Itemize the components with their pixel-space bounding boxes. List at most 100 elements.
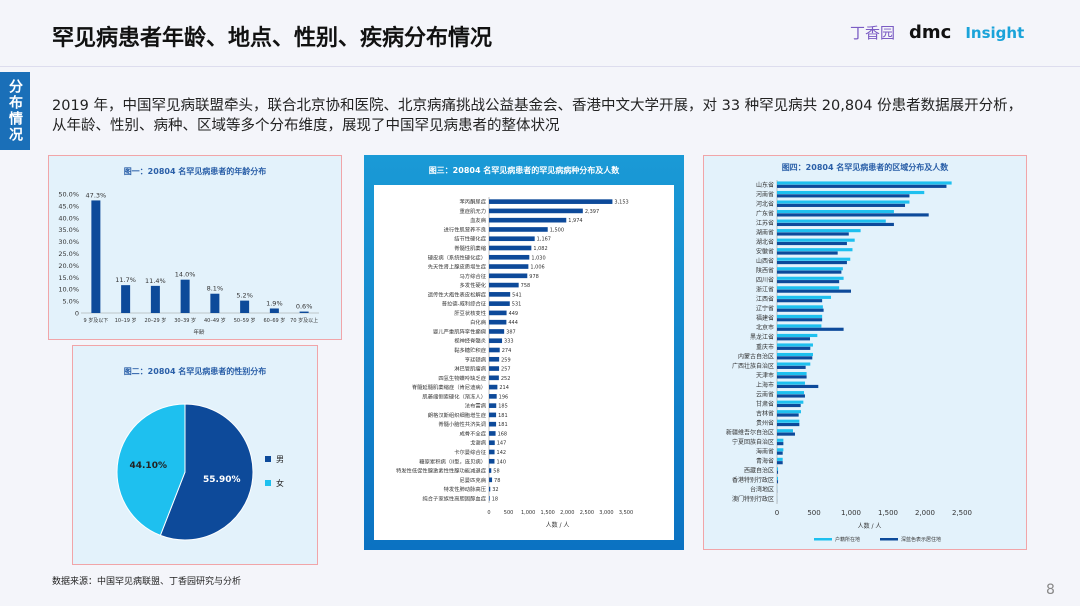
bar: [489, 347, 500, 353]
category-label: 肝豆状核变性: [454, 309, 486, 317]
bar: [777, 400, 804, 404]
category-label: 台湾地区: [750, 486, 774, 494]
bar: [777, 261, 847, 265]
bar: [777, 391, 805, 395]
data-label: 196: [499, 394, 509, 400]
bar: [777, 318, 823, 322]
bar: [777, 432, 795, 436]
category-label: 婴儿严重肌阵挛性癫痫: [433, 327, 487, 335]
data-label: 1,500: [550, 227, 564, 233]
category-label: 贵州省: [756, 419, 774, 427]
data-label: 147: [497, 441, 507, 447]
bar: [777, 470, 779, 474]
category-label: 卡尔曼综合征: [454, 448, 486, 456]
category-label: 黏多糖贮积症: [454, 346, 486, 354]
category-label: 先天性肾上腺皮质增生症: [428, 263, 487, 271]
data-label: 259: [501, 357, 511, 363]
bar: [489, 199, 613, 204]
category-label: 脊髓小脑性共济失调: [438, 420, 486, 428]
category-label: 亨廷顿病: [465, 355, 487, 363]
chart-title: 图三：20804 名罕见病患者的罕见病病种分布及人数: [428, 166, 620, 175]
x-tick-label: 0: [775, 509, 779, 517]
source-note: 数据来源：中国罕见病联盟、丁香园研究与分析: [52, 577, 242, 587]
bar: [777, 337, 811, 341]
bar: [777, 305, 823, 309]
category-label: 肌萎缩侧索硬化（渐冻人）: [422, 392, 486, 400]
data-label: 978: [529, 274, 539, 280]
category-label: 朗格汉斯组织细胞增生症: [428, 411, 487, 419]
category-label: 海南省: [756, 448, 774, 456]
bar: [777, 343, 813, 347]
data-label: 168: [498, 431, 508, 437]
bar: [489, 486, 491, 492]
y-tick-label: 10.0%: [58, 286, 79, 294]
bar: [777, 222, 894, 227]
x-tick-label: 30–39 岁: [174, 317, 196, 324]
category-label: 脊髓延髓肌萎缩症（肯尼迪病）: [412, 383, 486, 391]
data-label: 758: [521, 283, 531, 289]
bar: [777, 229, 861, 233]
y-tick-label: 0: [75, 310, 79, 318]
category-label: 宁夏回族自治区: [732, 438, 774, 446]
data-label: 18: [492, 496, 498, 502]
category-label: 糖原累积病（II型，庞贝病）: [419, 457, 486, 465]
bar: [489, 412, 497, 418]
data-label: 274: [502, 348, 512, 354]
y-tick-label: 50.0%: [58, 191, 79, 199]
legend-label: 深蓝色表示居住地: [901, 536, 941, 543]
bar: [777, 476, 779, 480]
data-label: 181: [498, 413, 508, 419]
data-label: 140: [496, 459, 506, 465]
data-label: 1.9%: [266, 299, 283, 307]
divider: [0, 66, 1080, 67]
x-tick-label: 500: [807, 509, 820, 517]
bar: [489, 292, 511, 297]
gender-chart: 图二：20804 名罕见病患者的性别分布 55.90% 男 44.10% 女: [72, 345, 318, 565]
bar: [489, 254, 530, 260]
x-tick-label: 10–19 岁: [115, 317, 137, 324]
bar: [489, 273, 528, 279]
data-label: 1,082: [533, 246, 547, 252]
data-label: 14.0%: [175, 271, 196, 279]
category-label: 重症肌无力: [460, 207, 487, 215]
category-label: 脊髓性肌萎缩: [454, 244, 486, 252]
category-label: 血友病: [470, 216, 487, 224]
x-tick-label: 60–69 岁: [263, 317, 285, 324]
bar: [777, 184, 947, 188]
data-label: 47.3%: [86, 191, 107, 199]
bar: [777, 429, 793, 433]
category-label: 法布雷病: [465, 402, 487, 410]
bar: [777, 200, 910, 204]
data-label: 78: [494, 478, 500, 484]
bar: [777, 384, 819, 389]
x-axis-label: 年龄: [193, 328, 205, 336]
bar: [777, 190, 925, 195]
data-label: 444: [508, 320, 518, 326]
category-label: 多发性硬化: [460, 281, 487, 289]
x-tick-label: 500: [504, 510, 514, 516]
category-label: 特发性低促性腺激素性性腺功能减退症: [396, 467, 487, 475]
slice-label: 55.90%: [203, 475, 241, 485]
category-label: 尼曼匹克病: [460, 476, 487, 484]
data-label: 0.6%: [296, 303, 313, 311]
bar: [777, 241, 847, 246]
x-tick-label: 40–49 岁: [204, 317, 226, 324]
y-tick-label: 30.0%: [58, 238, 79, 246]
x-tick-label: 1,000: [521, 510, 535, 516]
bar: [777, 232, 849, 236]
bar: [489, 366, 500, 371]
legend-label: 户籍所在地: [835, 536, 860, 543]
category-label: 天津市: [756, 371, 774, 379]
data-label: 333: [504, 339, 514, 345]
category-label: 江苏省: [756, 219, 774, 227]
bar: [777, 194, 910, 198]
y-tick-label: 45.0%: [58, 202, 79, 210]
category-label: 甘肃省: [756, 400, 774, 408]
x-tick-label: 3,500: [619, 510, 633, 516]
bar: [489, 458, 495, 464]
y-tick-label: 5.0%: [62, 298, 79, 306]
category-label: 普拉德-威利综合征: [442, 300, 487, 308]
legend-swatch: [265, 456, 271, 462]
data-label: 8.1%: [207, 285, 224, 293]
bar: [777, 333, 818, 338]
